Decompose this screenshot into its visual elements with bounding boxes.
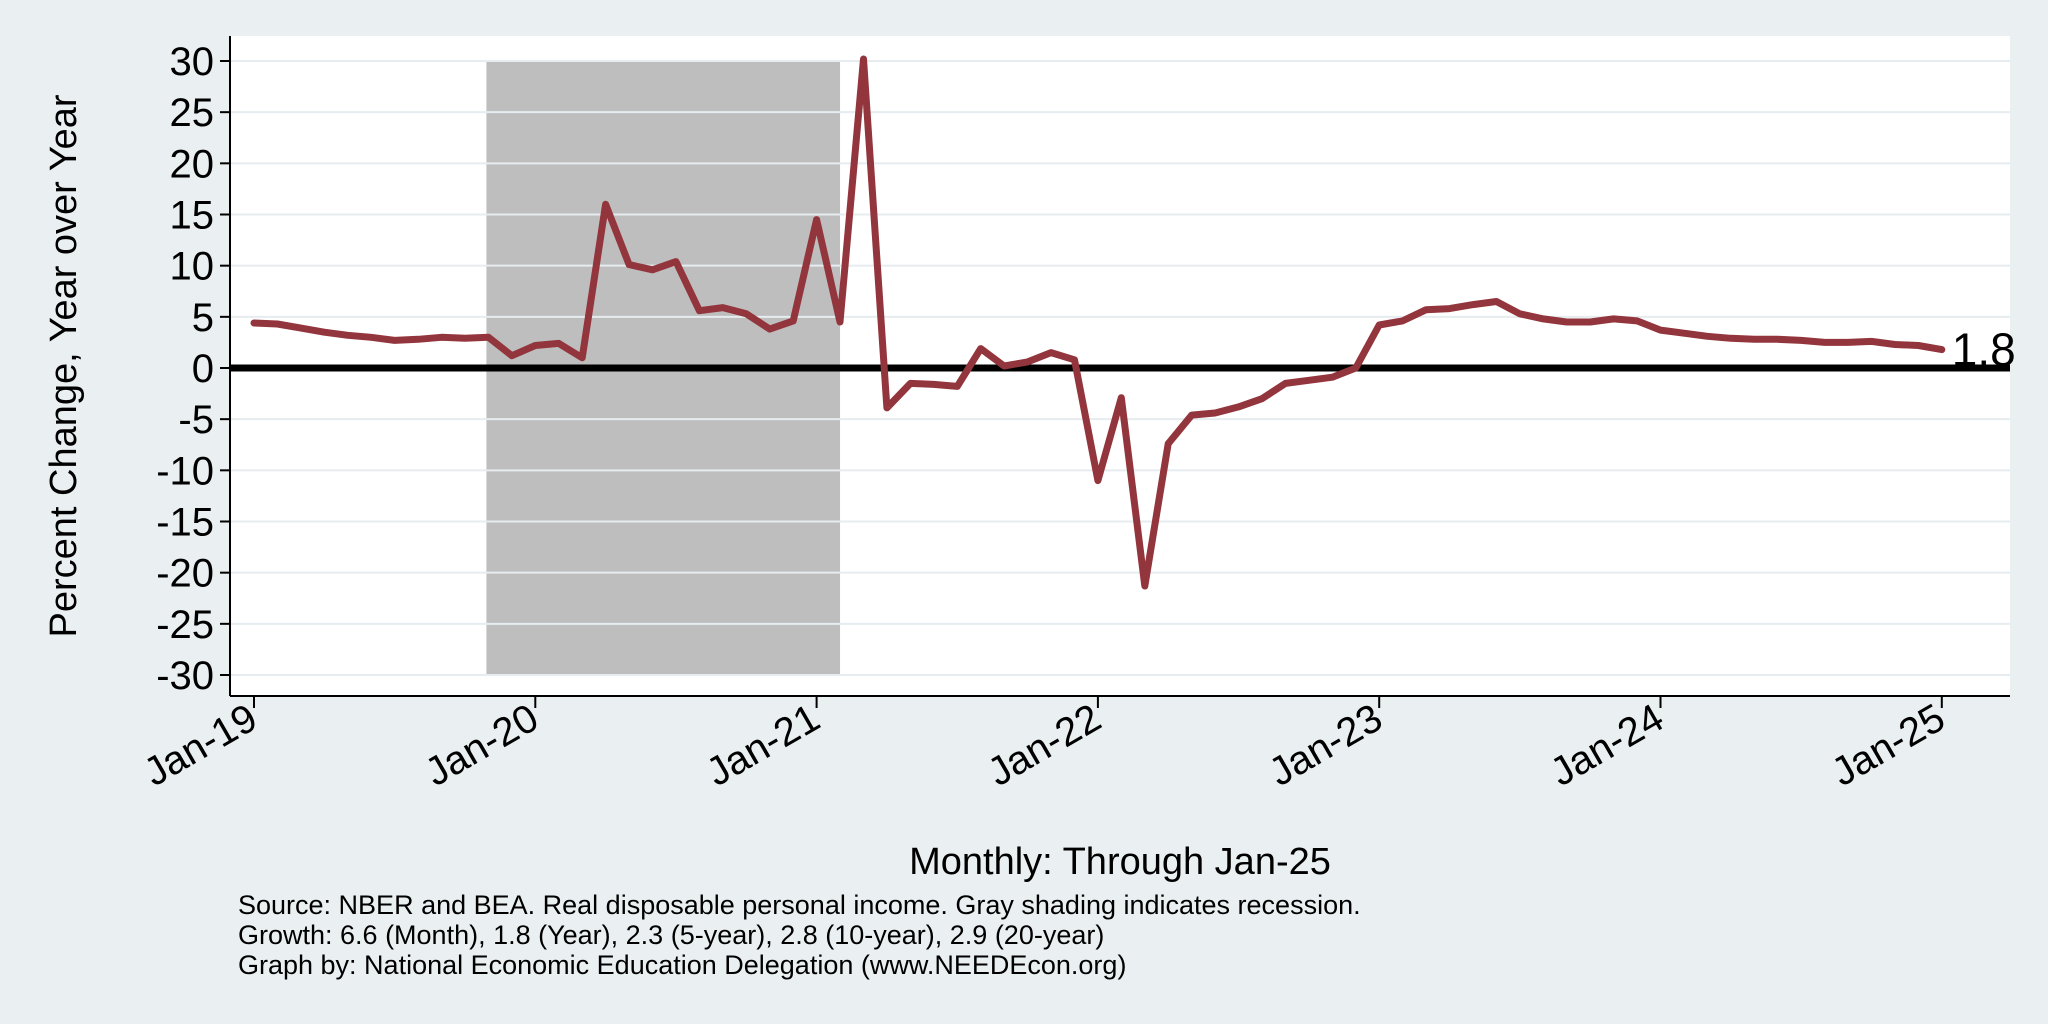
growth-note: Growth: 6.6 (Month), 1.8 (Year), 2.3 (5-…	[238, 920, 1105, 950]
source-note: Source: NBER and BEA. Real disposable pe…	[238, 890, 1361, 920]
series-line	[250, 55, 1946, 590]
end-value-label: 1.8	[1952, 324, 2016, 376]
y-tick-label: 15	[170, 194, 215, 238]
x-tick-label: Jan-19	[137, 696, 265, 795]
y-axis-title: Percent Change, Year over Year	[43, 94, 85, 637]
chart-notes: Source: NBER and BEA. Real disposable pe…	[238, 890, 1938, 980]
y-tick-label: 0	[192, 347, 214, 391]
y-tick-label: -25	[156, 603, 214, 647]
labels-layer: 1.8	[1952, 324, 2016, 376]
x-tick-label: Jan-20	[418, 696, 546, 795]
y-tick-label: -30	[156, 654, 214, 698]
y-tick-label: -20	[156, 552, 214, 596]
x-tick-label: Jan-22	[980, 696, 1108, 795]
series-layer	[250, 55, 1946, 590]
y-tick-label: 25	[170, 91, 215, 135]
x-tick-label: Jan-25	[1824, 696, 1952, 795]
y-tick-label: -10	[156, 449, 214, 493]
y-tick-label: 5	[192, 296, 214, 340]
x-tick-label: Jan-23	[1262, 696, 1390, 795]
y-tick-label: -15	[156, 501, 214, 545]
credit-note: Graph by: National Economic Education De…	[238, 950, 1127, 980]
x-axis-title: Monthly: Through Jan-25	[909, 841, 1331, 883]
y-tick-label: -5	[178, 398, 214, 442]
y-tick-label: 10	[170, 245, 215, 289]
x-tick-label: Jan-24	[1543, 696, 1671, 795]
x-tick-label: Jan-21	[699, 696, 827, 795]
y-tick-label: 20	[170, 142, 215, 186]
y-tick-label: 30	[170, 40, 215, 84]
